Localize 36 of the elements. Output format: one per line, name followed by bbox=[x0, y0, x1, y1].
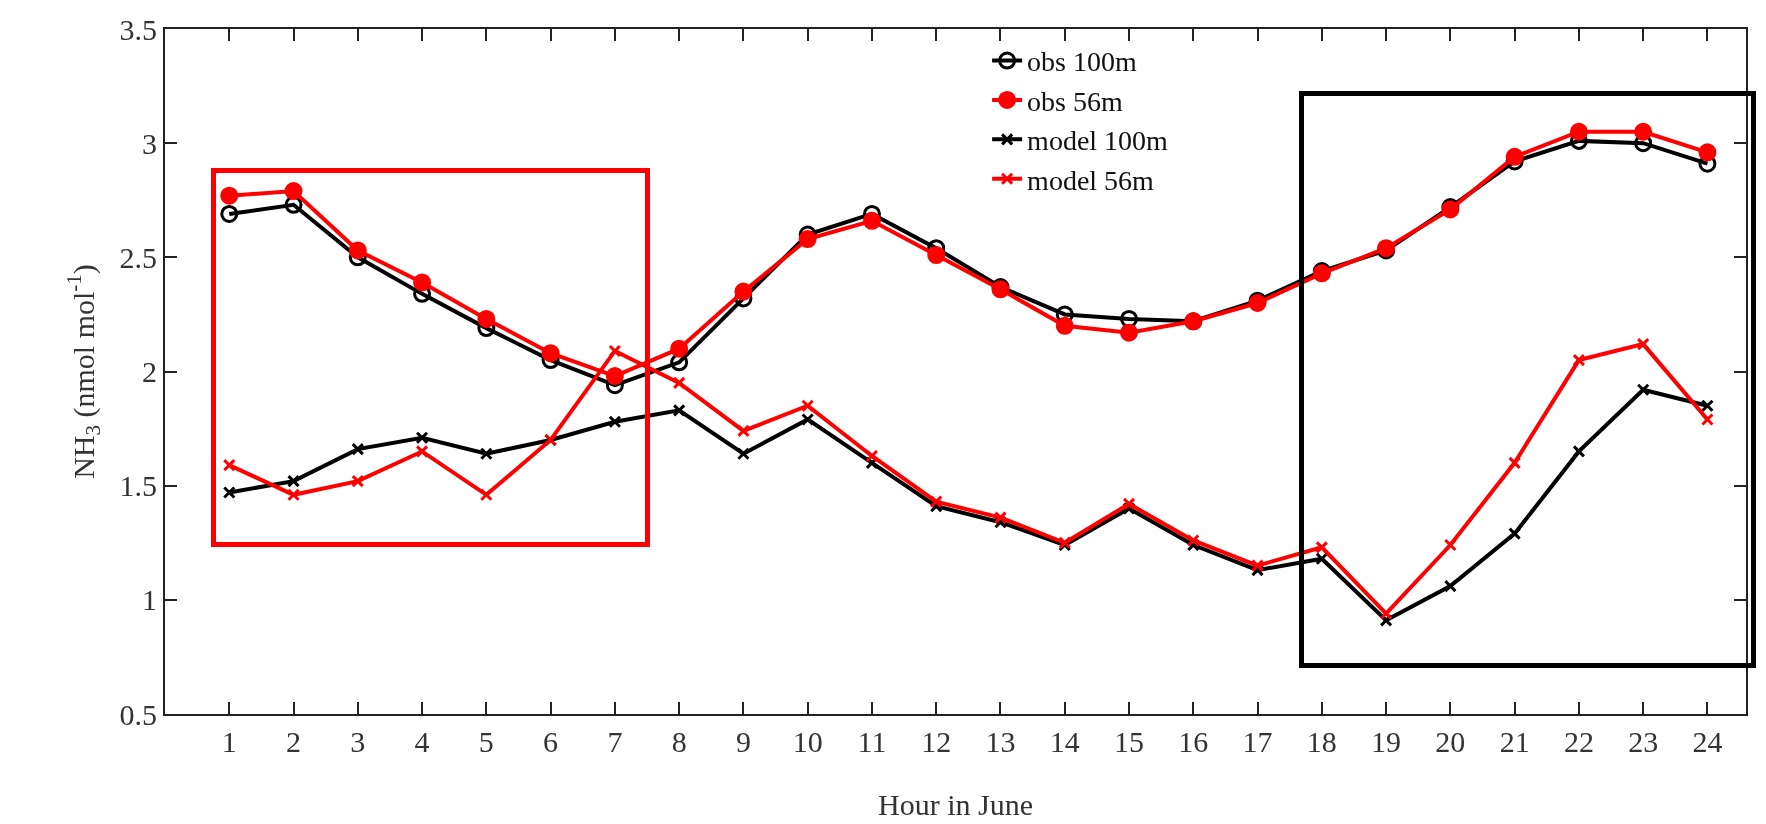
x-tick-label: 7 bbox=[607, 725, 623, 758]
x-tick-label: 14 bbox=[1049, 725, 1080, 758]
x-tick-label: 8 bbox=[671, 725, 687, 758]
y-tick-label: 2.5 bbox=[119, 240, 157, 274]
x-tick-label: 24 bbox=[1692, 725, 1723, 758]
x-tick-label: 23 bbox=[1628, 725, 1659, 758]
legend-label: obs 100m bbox=[1027, 46, 1138, 78]
x-tick-label: 2 bbox=[286, 725, 302, 758]
x-tick-label: 5 bbox=[478, 725, 494, 758]
y-tick-label: 3.5 bbox=[119, 12, 157, 46]
y-tick-label: 1 bbox=[142, 583, 157, 617]
y-tick-label: 1.5 bbox=[119, 469, 157, 503]
legend-label: obs 56m bbox=[1027, 85, 1124, 117]
x-tick-label: 3 bbox=[350, 725, 366, 758]
x-tick-label: 21 bbox=[1499, 725, 1530, 758]
x-axis-title: Hour in June bbox=[878, 788, 1033, 821]
x-tick-label: 1 bbox=[221, 725, 237, 758]
x-tick-label: 9 bbox=[735, 725, 751, 758]
x-tick-label: 20 bbox=[1435, 725, 1466, 758]
y-tick-label: 3 bbox=[142, 126, 157, 160]
y-tick-label: 2 bbox=[142, 355, 157, 388]
x-tick-label: 16 bbox=[1178, 725, 1209, 758]
x-tick-label: 11 bbox=[857, 725, 887, 758]
x-tick-label: 22 bbox=[1563, 725, 1594, 758]
y-tick-label: 0.5 bbox=[119, 697, 157, 731]
x-tick-label: 19 bbox=[1371, 725, 1402, 758]
x-tick-label: 4 bbox=[414, 725, 430, 758]
x-tick-label: 18 bbox=[1306, 725, 1337, 758]
x-tick-label: 15 bbox=[1114, 725, 1145, 758]
x-tick-label: 12 bbox=[921, 725, 952, 758]
x-tick-label: 10 bbox=[792, 725, 823, 758]
legend-label: model 56m bbox=[1027, 164, 1155, 196]
x-tick-label: 13 bbox=[985, 725, 1016, 758]
legend-label: model 100m bbox=[1027, 125, 1169, 157]
x-tick-label: 17 bbox=[1242, 725, 1273, 758]
x-tick-label: 6 bbox=[543, 725, 559, 758]
